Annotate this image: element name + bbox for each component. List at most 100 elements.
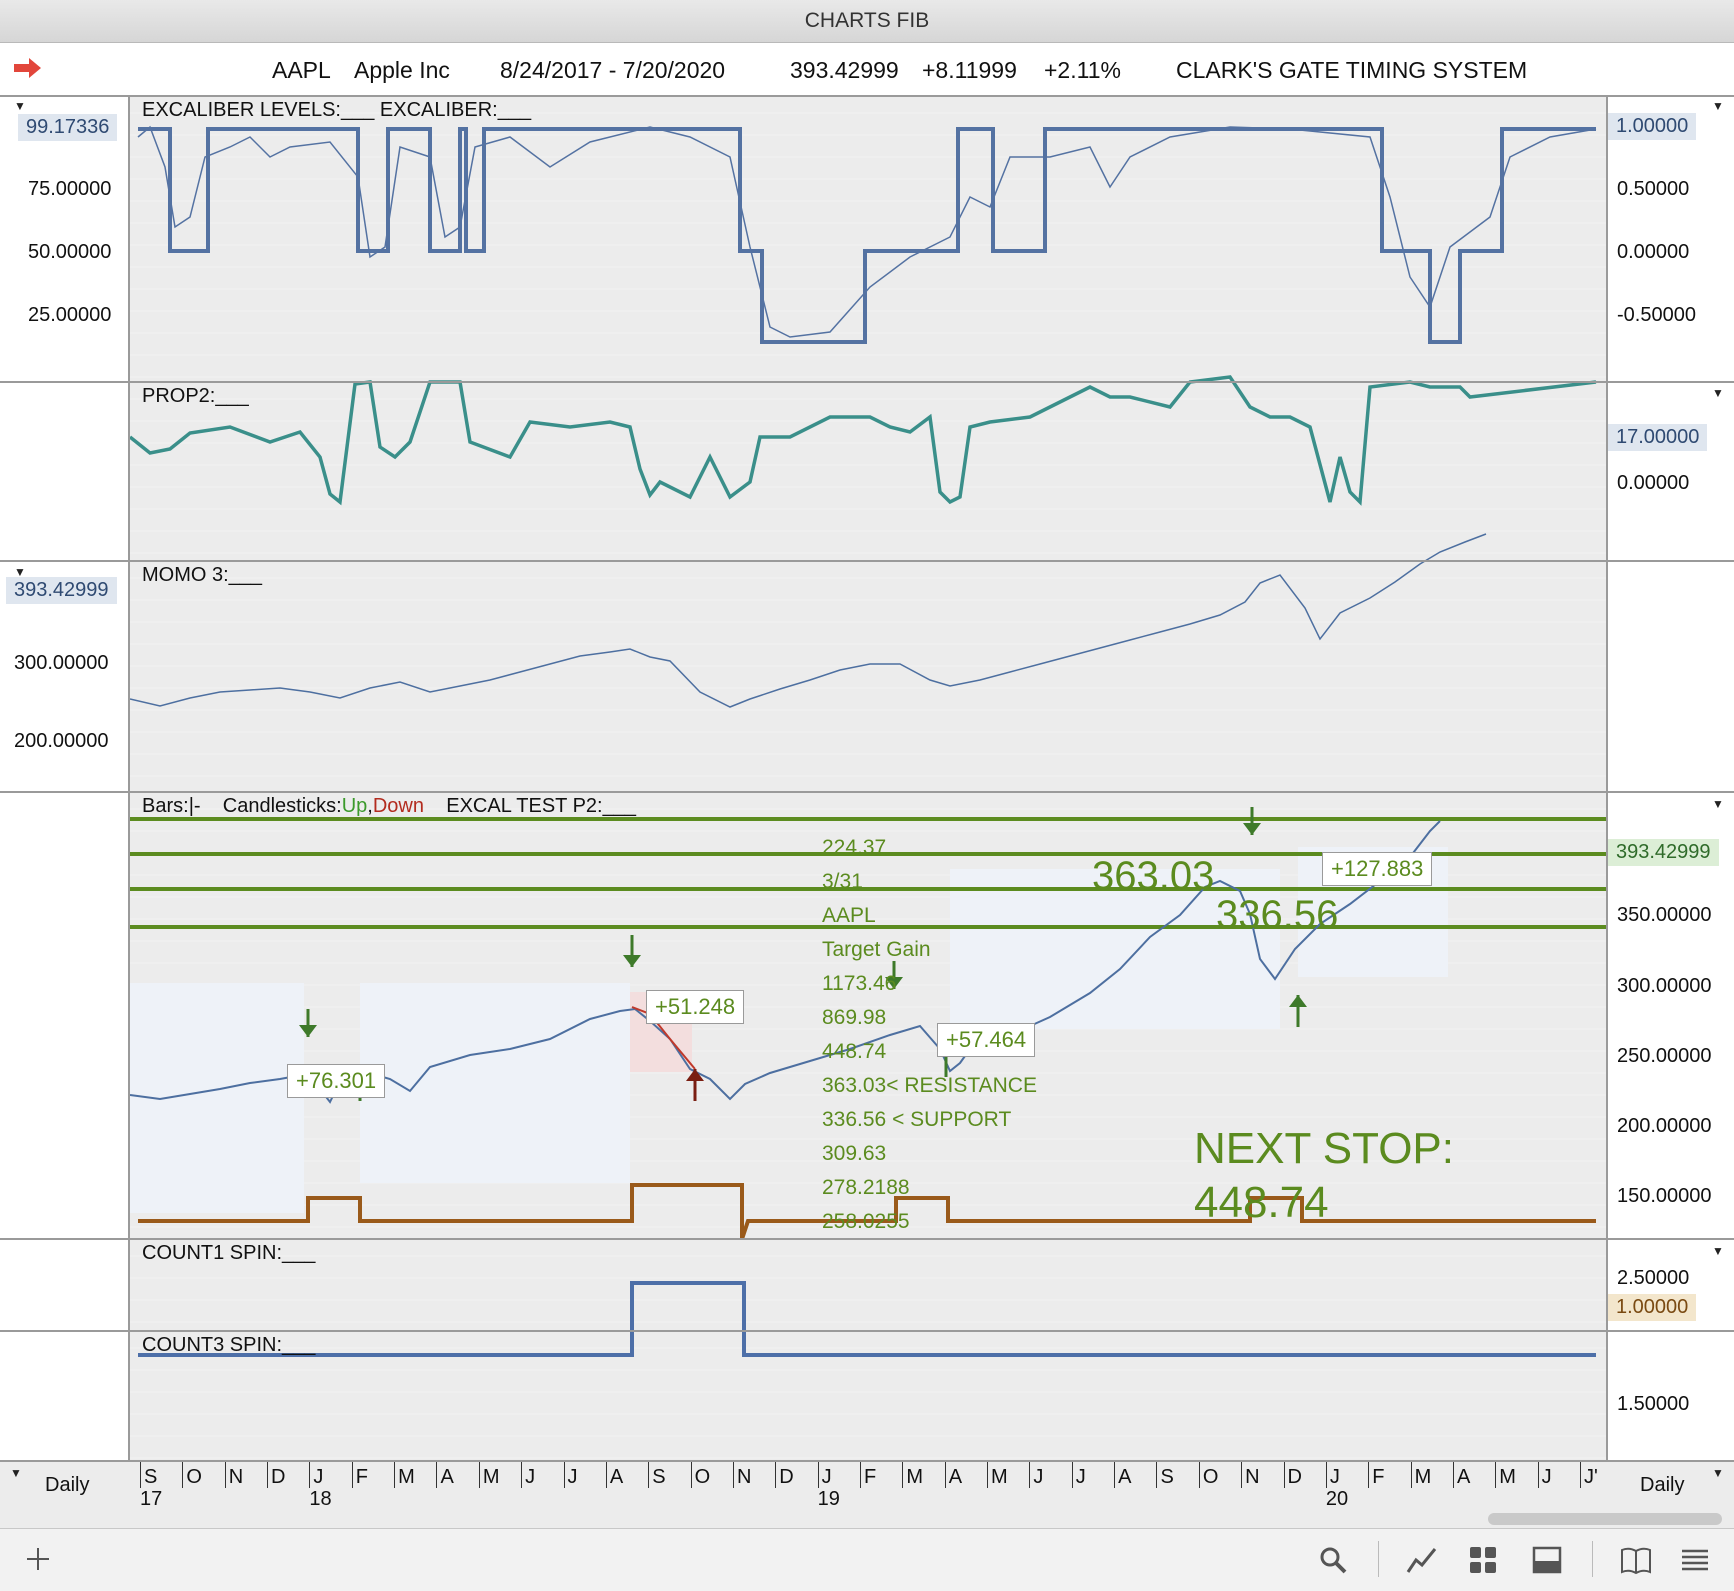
month-tick	[436, 1462, 438, 1488]
excaliber-left-tick: 75.00000	[28, 178, 112, 200]
price-right-current: 393.42999	[1608, 839, 1719, 866]
book-icon[interactable]	[1620, 1545, 1652, 1575]
month-tick-label: A	[609, 1466, 624, 1488]
month-tick-label: M	[398, 1466, 415, 1488]
up-label: Up	[341, 795, 368, 817]
panel-icon[interactable]	[1532, 1545, 1562, 1575]
month-tick	[521, 1462, 523, 1488]
month-tick-label: M	[1499, 1466, 1516, 1488]
fib-annotation: 3/31	[822, 870, 863, 893]
next-stop-label: NEXT STOP:	[1194, 1124, 1455, 1173]
month-tick	[690, 1462, 692, 1488]
downtrend-line	[631, 1006, 696, 1070]
panel-menu-triangle[interactable]: ▼	[1712, 386, 1724, 400]
year-label: 19	[817, 1488, 840, 1510]
month-tick-label: N	[1245, 1466, 1260, 1488]
month-tick-label: S	[144, 1466, 158, 1488]
grid-icon[interactable]	[1468, 1545, 1498, 1575]
signal-arrow-head	[623, 955, 641, 967]
month-tick	[1071, 1462, 1073, 1488]
symbol-label: AAPL	[272, 57, 331, 83]
candlesticks-label: Candlesticks:	[222, 795, 342, 817]
month-tick-label: J	[1033, 1466, 1044, 1488]
shaded-region	[950, 869, 1280, 1029]
month-tick-label: D	[1287, 1466, 1302, 1488]
company-name: Apple Inc	[354, 57, 450, 83]
prop2-right-current: 17.00000	[1608, 424, 1708, 451]
count3-title: COUNT3 SPIN:___	[142, 1334, 316, 1356]
month-tick	[1241, 1462, 1243, 1488]
panel-menu-triangle[interactable]: ▼	[14, 99, 26, 113]
price-right-tick: 200.00000	[1617, 1115, 1712, 1137]
price-title: Bars:|- Candlesticks:Up,Down EXCAL TEST …	[142, 795, 636, 818]
excaliber-right-tick: -0.50000	[1617, 304, 1696, 326]
month-tick	[817, 1462, 819, 1488]
month-tick-label: J	[821, 1466, 832, 1488]
fib-annotation: 309.63	[822, 1142, 887, 1165]
month-tick	[182, 1462, 184, 1488]
month-tick-label: N	[736, 1466, 752, 1488]
month-tick-label: J	[567, 1466, 578, 1488]
resistance-level-label: 363.03	[1092, 854, 1215, 898]
month-tick-label: J	[313, 1466, 324, 1488]
momo3-title: MOMO 3:___	[142, 564, 263, 586]
window-title: CHARTS FIB	[0, 0, 1734, 43]
signal-arrow-head	[885, 977, 903, 989]
fib-annotation: 448.74	[822, 1040, 887, 1063]
system-name: CLARK'S GATE TIMING SYSTEM	[1176, 57, 1528, 83]
excaliber-right-current: 1.00000	[1608, 113, 1697, 140]
panel-menu-triangle[interactable]: ▼	[1712, 1244, 1724, 1258]
signal-arrow-head	[1243, 823, 1261, 835]
fib-annotation: 363.03< RESISTANCE	[822, 1074, 1037, 1097]
excaliber-left-tick: 50.00000	[28, 241, 112, 263]
month-tick-label: O	[186, 1466, 202, 1488]
price-right-tick: 350.00000	[1617, 904, 1712, 926]
month-tick	[1368, 1462, 1370, 1488]
line-chart-icon[interactable]	[1406, 1545, 1438, 1575]
next-stop-value: 448.74	[1194, 1178, 1329, 1227]
plus-icon[interactable]	[24, 1545, 52, 1573]
fib-annotation: 1173.46	[822, 972, 897, 995]
month-tick	[1410, 1462, 1412, 1488]
month-tick-label: F	[864, 1466, 877, 1488]
price-right-tick: 300.00000	[1617, 975, 1712, 997]
gain-box: +76.301	[287, 1064, 386, 1098]
red-arrow-icon[interactable]	[14, 57, 42, 79]
interval-menu-triangle[interactable]: ▼	[1712, 1466, 1724, 1480]
fib-annotation: 278.2188	[822, 1176, 910, 1199]
month-tick-label: A	[440, 1466, 454, 1488]
month-tick-label: F	[355, 1466, 368, 1488]
interval-menu-triangle[interactable]: ▼	[10, 1466, 22, 1480]
interval-left[interactable]: Daily	[45, 1474, 90, 1496]
month-tick-label: F	[1372, 1466, 1385, 1488]
bars-label: Bars:	[142, 795, 189, 817]
bottom-toolbar	[0, 1528, 1734, 1591]
support-level-label: 336.56	[1216, 893, 1339, 937]
panel-menu-triangle[interactable]: ▼	[1712, 99, 1724, 113]
left-axis-column	[0, 97, 130, 1460]
month-tick-label: J	[1541, 1466, 1552, 1488]
month-tick-label: S	[652, 1466, 666, 1488]
menu-icon[interactable]	[1680, 1547, 1710, 1573]
month-tick	[1283, 1462, 1285, 1488]
month-tick	[605, 1462, 607, 1488]
month-tick	[351, 1462, 353, 1488]
month-tick-label: A	[1456, 1466, 1471, 1488]
fib-annotation: 224.37	[822, 836, 887, 859]
panel-menu-triangle[interactable]: ▼	[1712, 797, 1724, 811]
month-tick	[478, 1462, 480, 1488]
month-tick	[860, 1462, 861, 1488]
prop2-right-tick: 0.00000	[1617, 472, 1690, 494]
interval-right[interactable]: Daily	[1640, 1474, 1685, 1496]
month-tick-label: J	[1075, 1466, 1086, 1488]
excaliber-oscillator-line	[137, 125, 1597, 338]
price-change: +8.11999	[922, 57, 1017, 83]
magnifier-icon[interactable]	[1318, 1545, 1348, 1575]
prop2-title: PROP2:___	[142, 385, 249, 407]
month-tick-label: S	[1160, 1466, 1174, 1488]
horizontal-scrollbar[interactable]	[1488, 1513, 1722, 1525]
signal-arrow-head	[686, 1069, 704, 1081]
panel-menu-triangle[interactable]: ▼	[14, 565, 26, 579]
month-tick	[1580, 1462, 1581, 1488]
count1-right-tick: 2.50000	[1617, 1267, 1690, 1289]
